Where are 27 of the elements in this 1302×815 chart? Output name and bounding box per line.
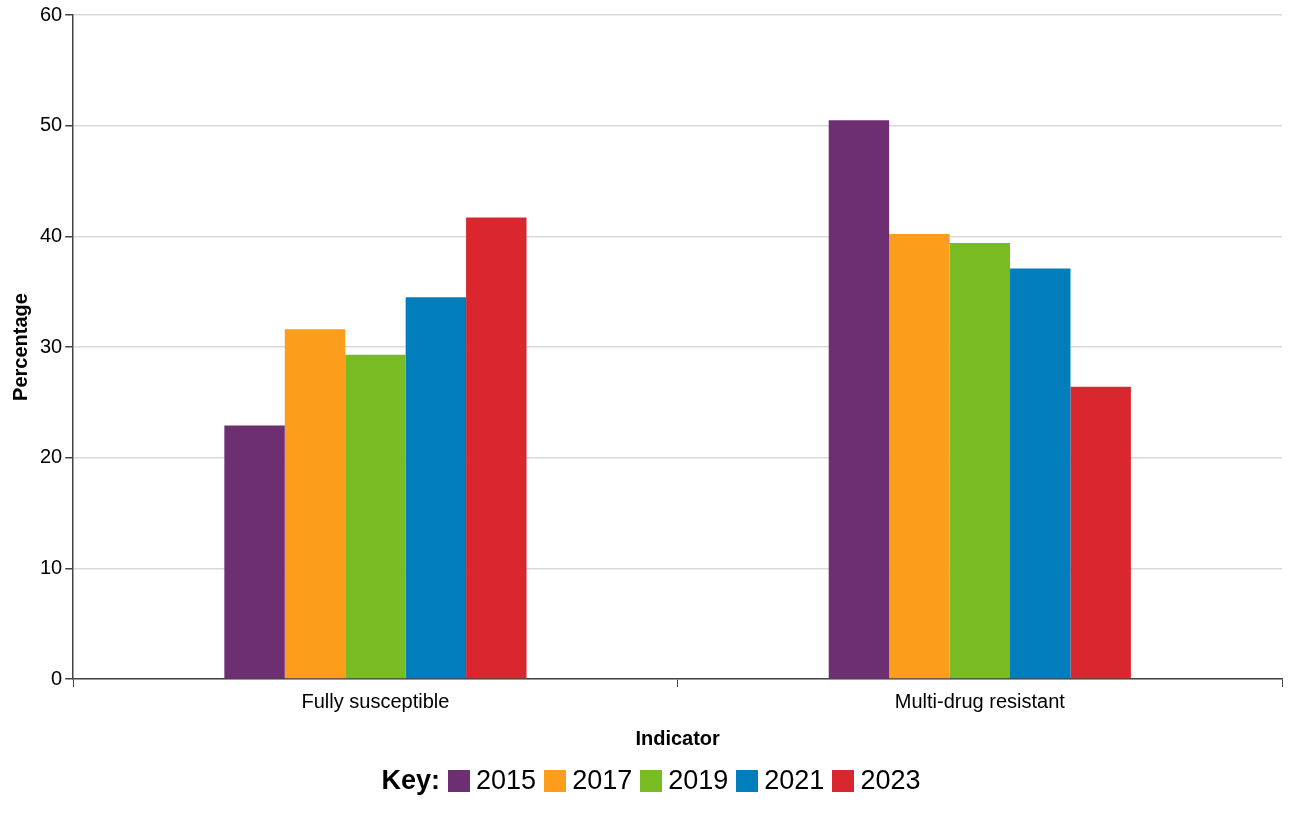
y-axis-title: Percentage xyxy=(8,293,31,401)
y-tick-label: 60 xyxy=(40,2,63,25)
y-tick-label: 0 xyxy=(51,666,63,689)
bar xyxy=(345,354,406,679)
bar xyxy=(828,120,890,679)
bar xyxy=(949,242,1011,679)
bar xyxy=(889,234,950,679)
y-tick-label: 40 xyxy=(40,223,63,246)
y-tick-label: 10 xyxy=(40,555,63,578)
bar xyxy=(405,297,467,679)
bar xyxy=(1010,268,1071,679)
legend-label: 2019 xyxy=(668,765,729,796)
x-tick-label: Multi-drug resistant xyxy=(894,689,1066,712)
bar xyxy=(224,425,285,679)
bar xyxy=(466,217,527,679)
y-tick-label: 20 xyxy=(40,445,63,468)
bar xyxy=(284,329,346,679)
bar xyxy=(1070,386,1131,679)
legend-label: 2023 xyxy=(860,765,921,796)
x-tick-label: Fully susceptible xyxy=(301,689,450,712)
legend-label: 2021 xyxy=(764,765,825,796)
legend-title: Key: xyxy=(381,765,441,796)
y-tick-label: 30 xyxy=(40,334,63,357)
legend-label: 2015 xyxy=(476,765,537,796)
x-axis-title: Indicator xyxy=(635,726,721,749)
y-tick-label: 50 xyxy=(40,113,63,136)
legend-label: 2017 xyxy=(572,765,633,796)
